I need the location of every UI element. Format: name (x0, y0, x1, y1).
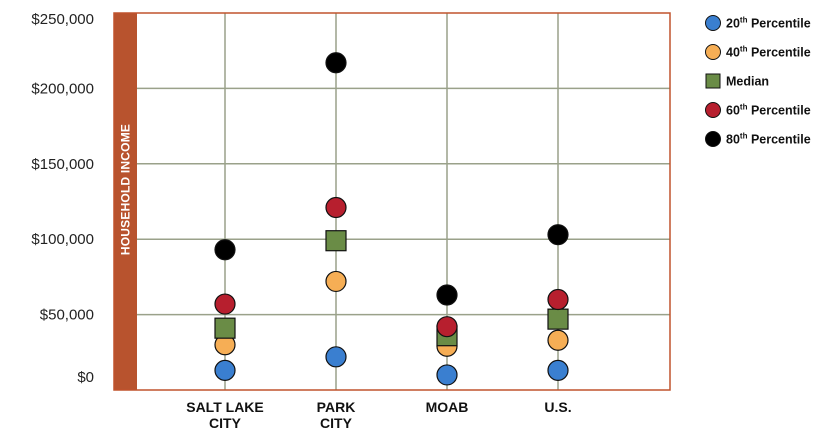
percentile-point (325, 196, 347, 219)
percentile-point (214, 239, 236, 261)
percentile-point (325, 346, 347, 368)
grid-lines (114, 13, 670, 390)
x-tick-label: SALT LAKE (186, 399, 264, 415)
legend-label: 60th Percentile (726, 103, 811, 118)
percentile-point (214, 359, 236, 381)
median-point (547, 308, 569, 330)
y-axis-ticks: $0 $50,000 $100,000 $150,000 $200,000 $250,00… (31, 11, 94, 386)
legend-marker (705, 131, 721, 147)
x-tick-label: PARK (317, 399, 356, 415)
x-tick-label: MOAB (426, 399, 469, 415)
percentile-point (547, 224, 569, 246)
legend-marker (705, 44, 721, 60)
y-axis-label: HOUSEHOLD INCOME (119, 124, 133, 255)
y-tick-label: $200,000 (31, 80, 94, 97)
percentile-point (436, 284, 458, 306)
legend-label: Median (726, 75, 769, 89)
legend: 20th Percentile 40th Percentile Median 60th… (705, 15, 811, 147)
median-point (214, 317, 236, 339)
legend-label: 20th Percentile (726, 16, 811, 31)
legend-label: 40th Percentile (726, 45, 811, 60)
median-point (325, 230, 347, 252)
percentile-point (547, 288, 569, 311)
percentile-point (436, 316, 458, 338)
data-points (214, 52, 569, 386)
plot-border (113, 12, 671, 391)
x-tick-label-line2: CITY (209, 415, 242, 431)
legend-marker (705, 102, 721, 118)
percentile-point (547, 359, 569, 381)
percentile-point (325, 270, 347, 293)
y-axis-band (114, 13, 137, 390)
y-tick-label: $250,000 (31, 11, 94, 28)
percentile-point (547, 329, 569, 351)
percentile-point (325, 52, 347, 74)
legend-label: 80th Percentile (726, 132, 811, 147)
x-tick-label: U.S. (544, 399, 571, 415)
y-tick-label: $150,000 (31, 156, 94, 173)
percentile-point (436, 364, 458, 386)
percentile-point (214, 293, 236, 315)
legend-marker (705, 15, 721, 31)
y-tick-label: $50,000 (40, 307, 94, 324)
y-tick-label: $0 (77, 369, 94, 386)
y-tick-label: $100,000 (31, 231, 94, 248)
x-tick-label-line2: CITY (320, 415, 353, 431)
legend-marker (705, 73, 721, 89)
